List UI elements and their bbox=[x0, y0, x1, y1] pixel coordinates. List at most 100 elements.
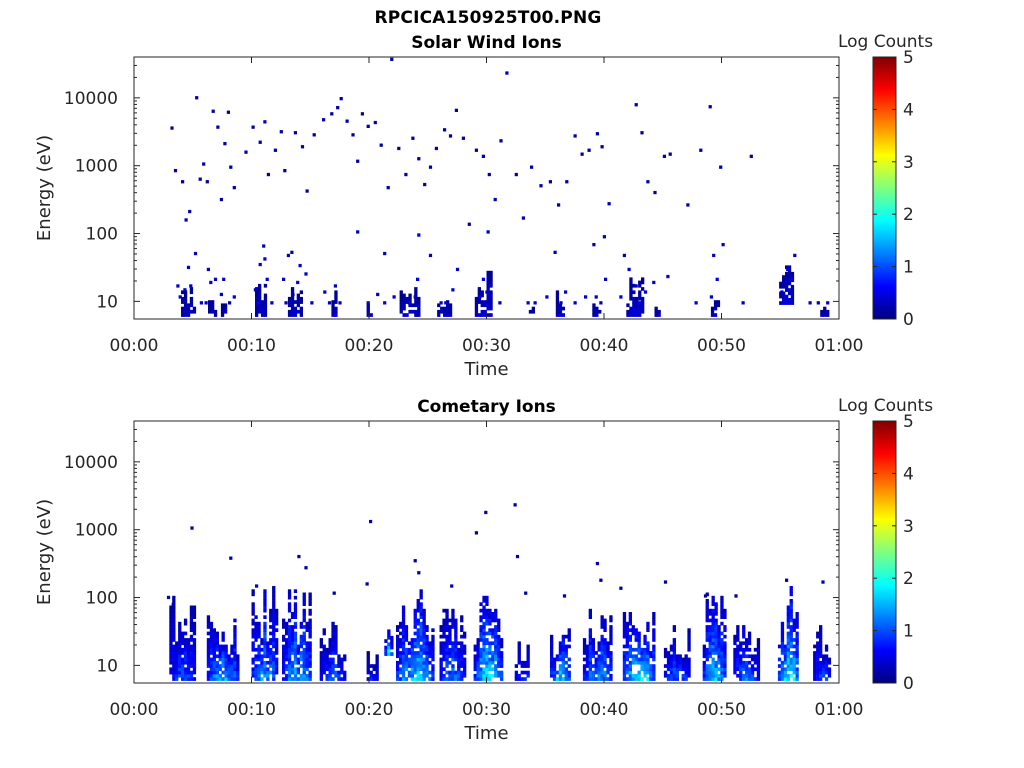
heatmap-cell bbox=[482, 651, 486, 655]
heatmap-cell bbox=[287, 651, 292, 655]
heatmap-cell bbox=[467, 222, 471, 226]
heatmap-cell bbox=[736, 664, 740, 668]
heatmap-cell bbox=[192, 641, 197, 646]
heatmap-cell bbox=[638, 280, 642, 285]
heatmap-cell bbox=[819, 660, 823, 665]
heatmap-cell bbox=[463, 647, 467, 652]
heatmap-cell bbox=[736, 644, 740, 649]
heatmap-cell bbox=[457, 667, 461, 672]
heatmap-cell bbox=[331, 677, 335, 681]
heatmap-cell bbox=[558, 654, 563, 659]
heatmap-cell bbox=[422, 647, 426, 652]
heatmap-cell bbox=[192, 664, 197, 668]
heatmap-cell bbox=[189, 634, 194, 639]
heatmap-cell bbox=[827, 657, 832, 662]
heatmap-cell bbox=[622, 670, 627, 675]
heatmap-cell bbox=[282, 625, 286, 629]
heatmap-cell bbox=[293, 309, 298, 314]
heatmap-cell bbox=[561, 641, 565, 646]
heatmap-cell bbox=[488, 657, 492, 662]
heatmap-cell bbox=[643, 657, 647, 662]
heatmap-cell bbox=[672, 651, 676, 655]
heatmap-cell bbox=[431, 651, 435, 655]
heatmap-cell bbox=[272, 595, 276, 600]
heatmap-cell bbox=[266, 172, 270, 177]
heatmap-cell bbox=[257, 621, 261, 626]
heatmap-cell bbox=[705, 631, 709, 636]
heatmap-cell bbox=[293, 670, 298, 675]
heatmap-cell bbox=[756, 647, 761, 652]
heatmap-cell bbox=[474, 300, 479, 304]
heatmap-cell bbox=[646, 664, 650, 668]
heatmap-cell bbox=[717, 628, 721, 632]
heatmap-cell bbox=[826, 301, 830, 305]
heatmap-cell bbox=[460, 615, 464, 619]
heatmap-cell bbox=[399, 293, 403, 298]
heatmap-cell bbox=[717, 660, 721, 665]
heatmap-cell bbox=[479, 651, 483, 655]
heatmap-cell bbox=[473, 657, 477, 662]
heatmap-cell bbox=[792, 670, 796, 675]
heatmap-cell bbox=[813, 660, 817, 665]
heatmap-cell bbox=[739, 664, 743, 668]
heatmap-cell bbox=[287, 628, 292, 632]
heatmap-cell bbox=[714, 647, 718, 652]
heatmap-cell bbox=[189, 660, 194, 665]
heatmap-cell bbox=[528, 309, 533, 314]
heatmap-cell bbox=[215, 673, 219, 678]
heatmap-cell bbox=[396, 641, 400, 646]
heatmap-cell bbox=[736, 625, 740, 629]
heatmap-cell bbox=[625, 631, 629, 636]
heatmap-cell bbox=[489, 313, 493, 317]
heatmap-cell bbox=[634, 647, 638, 652]
heatmap-cell bbox=[631, 631, 635, 636]
heatmap-cell bbox=[172, 670, 176, 675]
heatmap-cell bbox=[720, 647, 724, 652]
heatmap-cell bbox=[789, 277, 793, 281]
heatmap-cell bbox=[485, 667, 489, 672]
heatmap-cell bbox=[514, 670, 518, 675]
heatmap-cell bbox=[407, 657, 412, 662]
heatmap-cell bbox=[736, 638, 740, 642]
heatmap-cell bbox=[186, 660, 191, 665]
heatmap-cell bbox=[714, 618, 718, 623]
heatmap-cell bbox=[236, 670, 240, 675]
heatmap-cell bbox=[404, 172, 408, 177]
heatmap-cell bbox=[209, 631, 214, 636]
heatmap-cell bbox=[733, 670, 737, 675]
heatmap-cell bbox=[597, 647, 601, 652]
heatmap-cell bbox=[282, 651, 286, 655]
heatmap-cell bbox=[792, 677, 796, 681]
heatmap-cell bbox=[819, 628, 823, 632]
heatmap-cell bbox=[253, 288, 257, 292]
heatmap-cell bbox=[287, 647, 292, 652]
heatmap-cell bbox=[675, 673, 679, 678]
heatmap-cell bbox=[396, 654, 400, 659]
heatmap-cell bbox=[517, 647, 521, 652]
heatmap-cell bbox=[331, 647, 335, 652]
heatmap-cell bbox=[598, 309, 602, 314]
heatmap-cell bbox=[407, 664, 412, 668]
heatmap-cell bbox=[413, 670, 417, 675]
heatmap-cell bbox=[305, 644, 309, 649]
heatmap-cell bbox=[209, 664, 214, 668]
heatmap-cell bbox=[319, 644, 323, 649]
heatmap-cell bbox=[198, 177, 202, 181]
heatmap-cell bbox=[514, 677, 518, 681]
heatmap-cell bbox=[482, 595, 486, 600]
heatmap-cell bbox=[720, 641, 724, 646]
heatmap-cell bbox=[555, 309, 560, 314]
heatmap-cell bbox=[539, 184, 543, 188]
heatmap-cell bbox=[404, 634, 409, 639]
heatmap-cell bbox=[272, 612, 276, 616]
heatmap-cell bbox=[488, 641, 492, 646]
heatmap-cell bbox=[550, 667, 554, 672]
heatmap-cell bbox=[783, 654, 788, 659]
heatmap-cell bbox=[824, 644, 829, 649]
heatmap-cell bbox=[334, 306, 338, 311]
heatmap-cell bbox=[592, 243, 596, 247]
heatmap-cell bbox=[287, 300, 292, 304]
heatmap-cell bbox=[206, 670, 211, 675]
heatmap-cell bbox=[580, 152, 584, 156]
heatmap-cell bbox=[622, 625, 627, 629]
